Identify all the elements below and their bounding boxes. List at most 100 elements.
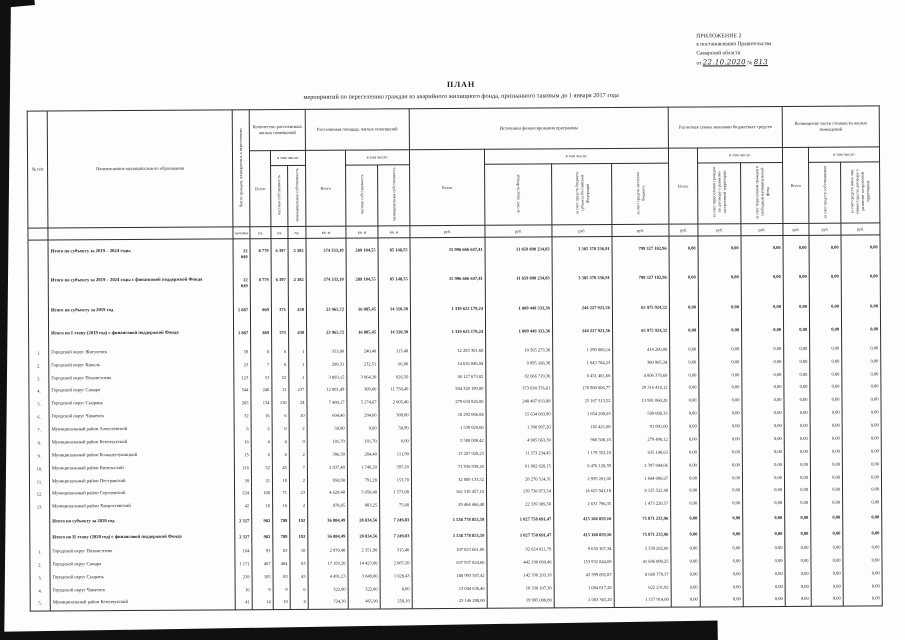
group-header-savings: Расчетная сумма экономии бюджетных средс… (668, 106, 783, 149)
value-cell: 142 336 203,18 (487, 568, 555, 582)
title-block: ПЛАН мероприятий по переселению граждан … (59, 77, 864, 102)
value-cell: 467 (251, 557, 274, 571)
value-cell: 380 905,34 (612, 355, 670, 370)
col-header-incl: в том числе: (484, 148, 669, 165)
unit-cell: руб. (611, 224, 670, 237)
value-cell: 0,00 (669, 294, 699, 320)
value-cell: 0,00 (741, 318, 784, 343)
row-number-cell: 12. (29, 488, 50, 502)
value-cell: 32 (234, 409, 252, 423)
value-cell: 6 (272, 409, 290, 423)
value-cell: 28 834,56 (347, 527, 380, 545)
value-cell: 16 885,45 (346, 320, 379, 345)
value-cell: 0,00 (670, 419, 700, 434)
value-cell: 75 871 233,96 (613, 526, 671, 543)
value-cell: 1 179 353,10 (553, 446, 614, 460)
value-cell: 0,00 (784, 432, 811, 446)
value-cell: 113,40 (378, 344, 411, 358)
value-cell: 15 996 666 647,41 (410, 267, 486, 297)
value-cell: 1 084 017,28 (554, 581, 615, 595)
municipality-name-cell: Муниципальный район Пестравский (49, 474, 235, 489)
value-cell: 0,00 (842, 553, 883, 567)
value-cell: 1 009 449 333,36 (485, 319, 553, 345)
value-cell: 192 (289, 512, 308, 529)
municipality-name-cell: Муниципальный район Безенчукский (50, 596, 236, 611)
value-cell: 0,00 (784, 483, 811, 497)
value-cell: 0,00 (741, 355, 784, 369)
row-number-cell (29, 514, 50, 531)
appendix-date-line: от 22.10.2020 № 813 (696, 56, 856, 67)
value-cell: 0,00 (669, 381, 699, 395)
value-cell: 414 260,08 (612, 342, 670, 357)
value-cell: 0,00 (810, 553, 844, 567)
value-cell: 13 044 636,46 (412, 581, 488, 596)
value-cell: 0,00 (741, 393, 785, 407)
row-number-cell: 11. (29, 475, 50, 489)
col-header-local-budget: за счет средств местного бюджета (611, 163, 669, 225)
value-cell: 7 (250, 358, 272, 372)
value-cell: 0,00 (670, 554, 701, 568)
value-cell: 0,00 (809, 317, 842, 343)
municipality-name-cell: Городской округ Чапаевск (49, 409, 235, 424)
value-cell: 1 654 200,63 (553, 407, 614, 421)
col-header-total: Всего (409, 149, 485, 226)
value-cell: 15 634 883,90 (486, 408, 554, 422)
value-cell: 0,00 (699, 419, 743, 433)
value-cell: 0,00 (841, 354, 881, 368)
unit-cell (47, 226, 234, 240)
value-cell: 111,90 (379, 447, 412, 461)
value-cell: 1 887 (233, 321, 251, 346)
value-cell: 1 027 758 691,47 (486, 511, 554, 528)
unit-cell: кв. м (377, 225, 410, 238)
col-header-total: Всего (668, 148, 698, 225)
value-cell: 0,00 (700, 567, 744, 581)
value-cell: 0,00 (809, 235, 842, 266)
unit-cell: руб. (409, 225, 485, 238)
value-cell: 8 (250, 345, 272, 359)
value-cell: 16 (235, 583, 253, 597)
value-cell: 0,00 (811, 592, 844, 607)
value-cell: 0,00 (843, 579, 883, 593)
municipality-name-cell: Итого по субъекту за 2020 год (49, 512, 235, 530)
value-cell: 0,00 (671, 580, 701, 594)
unit-cell: ед. (249, 226, 271, 239)
value-cell: 0,00 (742, 458, 785, 472)
value-cell: 2 970,40 (307, 544, 348, 558)
value-cell: 0,00 (741, 367, 784, 382)
value-cell: 0,00 (670, 510, 700, 527)
value-cell: 2 (289, 422, 308, 436)
value-cell: 22 339 389,50 (486, 498, 554, 512)
value-cell: 181,70 (347, 434, 380, 448)
value-cell: 3 385 378 336,91 (551, 236, 613, 267)
value-cell: 1 290 868,14 (552, 343, 613, 357)
value-cell: 1 319 623 179,24 (410, 320, 486, 345)
value-cell: 0,00 (699, 445, 743, 459)
value-cell: 4 905 663,30 (486, 433, 554, 448)
value-cell: 0,00 (379, 434, 412, 448)
value-cell: 16 (234, 435, 252, 449)
value-cell: 0,00 (700, 580, 744, 594)
value-cell: 0,00 (811, 579, 844, 593)
value-cell: 258,10 (380, 595, 413, 609)
value-cell: 0,00 (742, 509, 785, 526)
value-cell: 240,40 (346, 344, 379, 358)
value-cell: 28 834,56 (347, 512, 380, 529)
value-cell: 6 397 (271, 268, 289, 298)
value-cell: 178 980 806,77 (552, 381, 613, 396)
value-cell: 12 283 301,60 (410, 344, 486, 358)
unit-cell: кв. м (345, 225, 378, 239)
value-cell: 23 (233, 358, 251, 372)
value-cell: 1 573,00 (379, 486, 412, 500)
value-cell: 82 666 719,36 (485, 369, 553, 383)
value-cell: 374 333,10 (305, 238, 347, 269)
value-cell: 0,00 (698, 294, 742, 319)
col-header-incl: в том числе: (270, 150, 306, 166)
value-cell: 0,00 (841, 264, 881, 295)
value-cell: 43 399 892,87 (554, 568, 615, 582)
value-cell: 438 (288, 297, 307, 322)
value-cell: 9 630 307,34 (553, 542, 614, 556)
group-header-area: Расселяемая площадь жилых помещений (305, 108, 410, 151)
value-cell: 2 005,40 (378, 396, 412, 410)
municipality-name-cell: Городской округ Сызрань (50, 570, 236, 585)
value-cell: 0,00 (670, 484, 700, 498)
